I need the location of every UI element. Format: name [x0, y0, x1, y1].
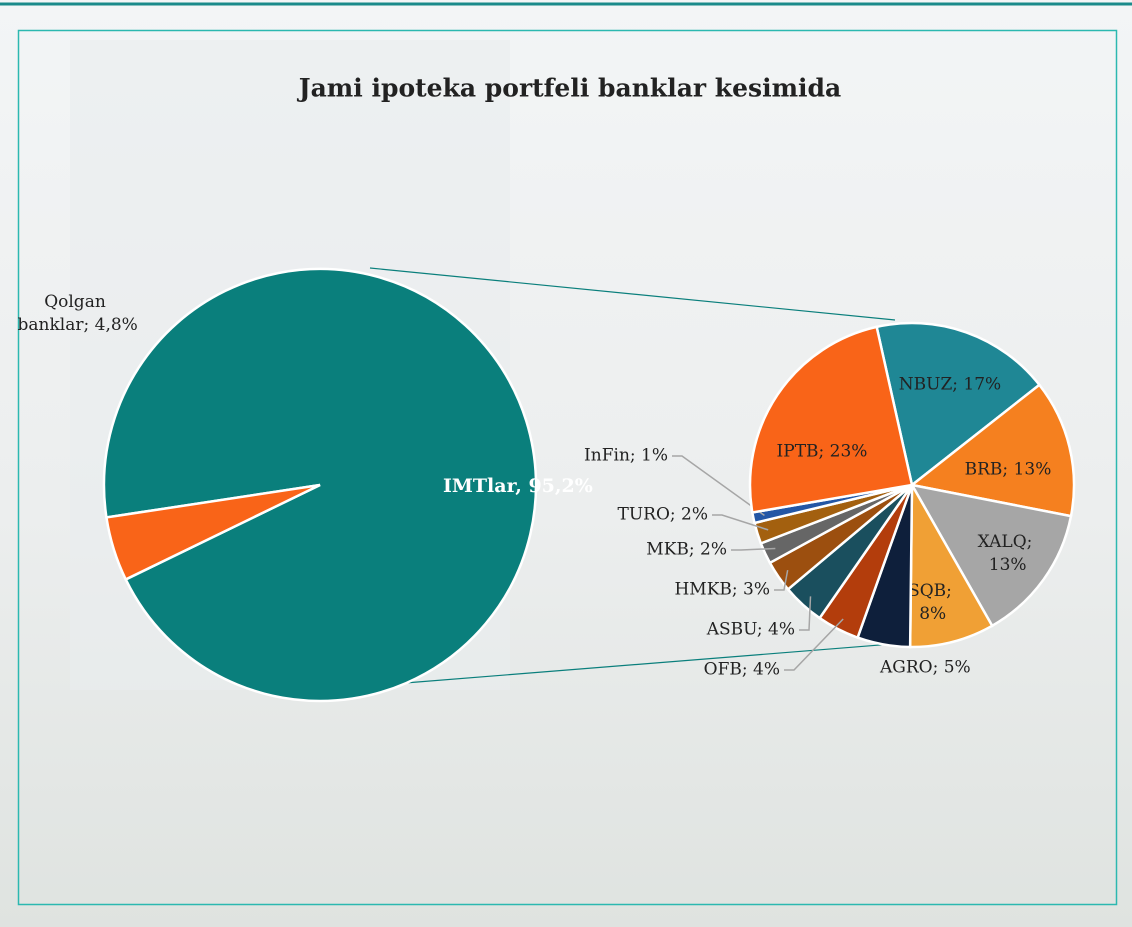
data-label: XALQ; 13%	[978, 531, 1033, 574]
data-label: SQB; 8%	[908, 580, 952, 623]
data-label: InFin; 1%	[584, 446, 668, 466]
data-label: OFB; 4%	[704, 660, 780, 680]
leader-line	[672, 455, 765, 517]
pie-slice	[909, 383, 1076, 518]
pie-slice	[908, 480, 994, 649]
data-label: IMTlar, 95,2%	[443, 475, 593, 497]
leader-line	[712, 514, 769, 531]
data-label: ASBU; 4%	[706, 620, 795, 640]
leader-line	[784, 618, 844, 671]
pie-slice	[875, 321, 1042, 488]
chart-title: Jami ipoteka portfeli banklar kesimida	[297, 74, 841, 103]
pie-slice	[748, 325, 914, 514]
data-label: NBUZ; 17%	[899, 375, 1001, 395]
data-label: AGRO; 5%	[879, 658, 971, 678]
data-label: IPTB; 23%	[777, 442, 868, 462]
data-label: BRB; 13%	[965, 460, 1052, 480]
connector-line	[404, 642, 906, 684]
pie-slice	[909, 483, 1073, 628]
data-label: MKB; 2%	[646, 540, 727, 560]
chart-frame	[17, 29, 1118, 906]
leader-line	[774, 569, 789, 591]
leader-line	[731, 547, 776, 551]
data-label: HMKB; 3%	[674, 580, 770, 600]
pie-slice	[105, 483, 321, 582]
leader-line	[799, 596, 812, 631]
connector-line	[369, 267, 896, 321]
data-label: Qolgan banklar; 4,8%	[12, 291, 138, 334]
data-label: TURO; 2%	[617, 505, 708, 525]
